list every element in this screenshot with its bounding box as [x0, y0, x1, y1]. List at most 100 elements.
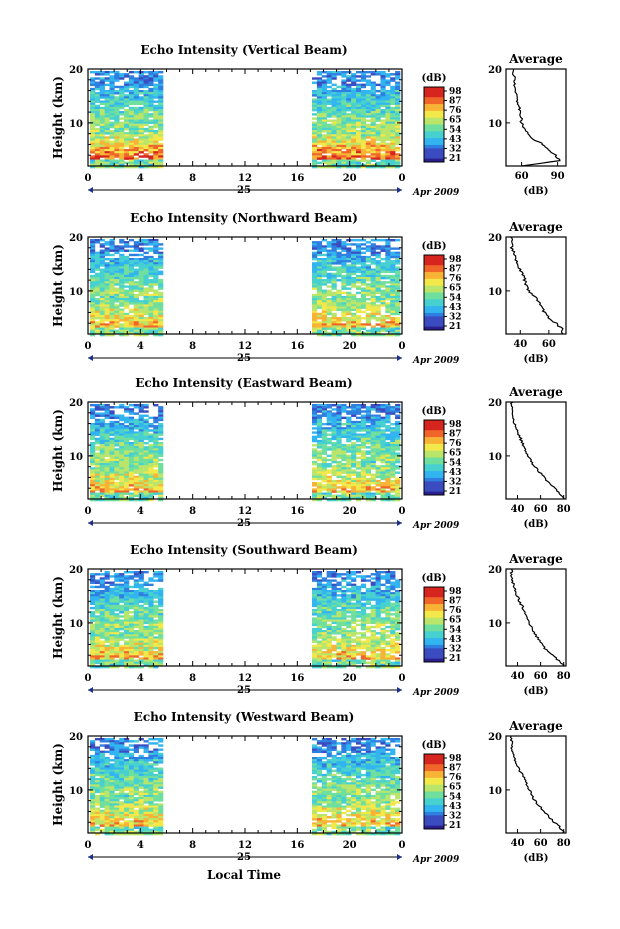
heatmap-cell — [316, 134, 323, 137]
heatmap-cell — [351, 319, 357, 322]
colorbar-swatch — [424, 440, 444, 445]
heatmap-cell — [99, 425, 105, 428]
heatmap-cell — [356, 471, 362, 474]
heatmap-cell — [385, 333, 391, 337]
heatmap-cell — [109, 602, 115, 606]
heatmap-cell — [316, 425, 323, 428]
heatmap-cell — [395, 456, 401, 460]
heatmap-cell — [356, 308, 362, 311]
heatmap-cell — [395, 319, 401, 322]
heatmap-cell — [128, 473, 135, 476]
heatmap-cell — [153, 247, 159, 250]
heatmap-cell — [109, 661, 115, 665]
heatmap-cell — [370, 87, 376, 91]
colorbar-tick-label: 87 — [449, 265, 462, 275]
heatmap-cell — [346, 163, 352, 167]
heatmap-cell — [90, 479, 96, 483]
y-tick-label: 10 — [69, 452, 83, 463]
heatmap-cell — [119, 611, 125, 614]
heatmap-cell — [316, 73, 323, 76]
panel-title: Echo Intensity (Northward Beam) — [130, 211, 358, 225]
heatmap-cell — [119, 241, 125, 244]
heatmap-cell — [385, 92, 391, 95]
heatmap-cell — [360, 153, 367, 156]
heatmap-cell — [138, 151, 144, 154]
heatmap-cell — [341, 151, 347, 154]
heatmap-cell — [370, 431, 376, 434]
heatmap-cell — [390, 111, 396, 114]
heatmap-cell — [158, 482, 164, 485]
heatmap-cell — [341, 274, 347, 278]
heatmap-cell — [114, 655, 120, 658]
heatmap-cell — [128, 422, 135, 426]
heatmap-cell — [380, 454, 386, 458]
heatmap-cell — [153, 121, 159, 125]
heatmap-cell — [341, 306, 347, 309]
heatmap-cell — [124, 439, 130, 443]
heatmap-cell — [124, 149, 130, 152]
heatmap-cell — [119, 448, 125, 451]
heatmap-cell — [94, 276, 101, 280]
heatmap-cell — [341, 422, 347, 426]
colorbar-swatch — [424, 87, 444, 91]
heatmap-cell — [365, 159, 371, 162]
heatmap-cell — [356, 92, 362, 95]
average-x-label: (dB) — [524, 519, 549, 530]
heatmap-cell — [94, 306, 101, 309]
heatmap-cell — [158, 496, 164, 500]
heatmap-cell — [94, 611, 101, 614]
heatmap-cell — [94, 323, 101, 326]
heatmap-cell — [312, 496, 318, 500]
heatmap-cell — [90, 649, 96, 652]
heatmap-cell — [336, 490, 342, 493]
heatmap-cell — [336, 251, 342, 255]
heatmap-cell — [143, 482, 149, 485]
heatmap-cell — [380, 492, 386, 495]
heatmap-cell — [341, 100, 347, 103]
heatmap-cell — [312, 92, 318, 95]
heatmap-cell — [370, 245, 376, 248]
heatmap-cell — [341, 264, 347, 267]
heatmap-cell — [370, 106, 376, 110]
heatmap-cell — [341, 117, 347, 120]
heatmap-cell — [148, 644, 154, 648]
heatmap-cell — [128, 427, 135, 430]
heatmap-cell — [109, 247, 115, 250]
heatmap-cell — [114, 104, 120, 108]
heatmap-cell — [128, 602, 135, 606]
heatmap-cell — [331, 276, 337, 280]
heatmap-cell — [370, 85, 376, 89]
heatmap-cell — [336, 255, 342, 259]
heatmap-cell — [128, 460, 135, 464]
heatmap-cell — [153, 304, 159, 307]
heatmap-cell — [99, 71, 105, 74]
heatmap-cell — [316, 496, 323, 500]
heatmap-cell — [99, 87, 105, 91]
heatmap-cell — [133, 425, 139, 428]
heatmap-cell — [119, 653, 125, 656]
heatmap-cell — [360, 117, 367, 120]
heatmap-cell — [99, 264, 105, 267]
heatmap-cell — [326, 323, 332, 326]
heatmap-cell — [370, 467, 376, 470]
heatmap-cell — [395, 138, 401, 141]
heatmap-cell — [133, 592, 139, 595]
heatmap-cell — [356, 94, 362, 97]
heatmap-cell — [133, 644, 139, 648]
heatmap-cell — [346, 123, 352, 127]
heatmap-cell — [119, 283, 125, 286]
colorbar-swatch — [424, 127, 444, 132]
heatmap-cell — [138, 475, 144, 479]
heatmap-cell — [395, 427, 401, 430]
heatmap-cell — [143, 615, 149, 618]
heatmap-cell — [109, 425, 115, 428]
heatmap-cell — [133, 245, 139, 248]
heatmap-cell — [114, 615, 120, 618]
heatmap-cell — [326, 469, 332, 472]
heatmap-cell — [351, 448, 357, 451]
heatmap-cell — [148, 314, 154, 318]
heatmap-cell — [143, 617, 149, 620]
heatmap-cell — [148, 416, 154, 420]
heatmap-cell — [109, 651, 115, 654]
heatmap-cell — [119, 323, 125, 326]
